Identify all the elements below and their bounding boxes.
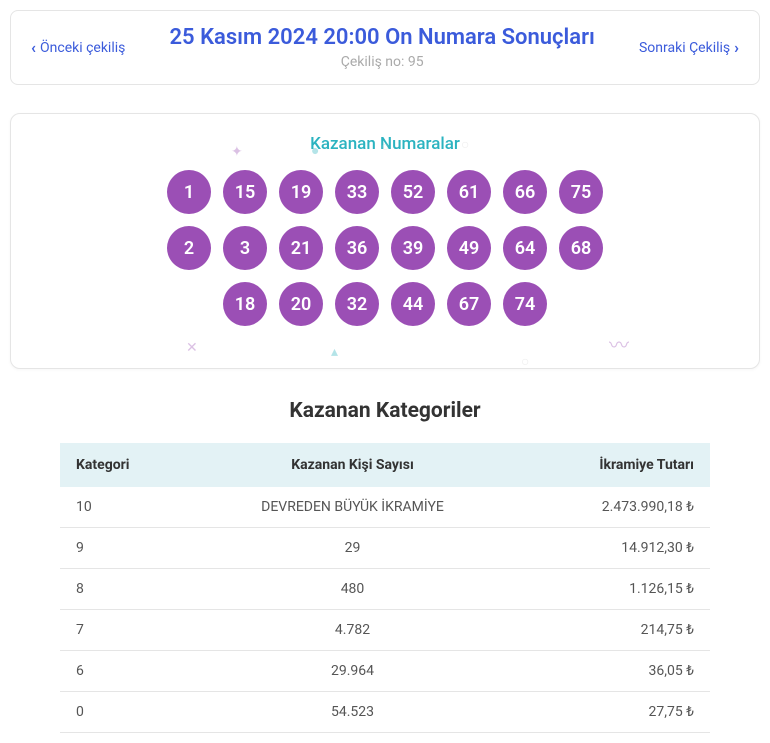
- cell-category: 8: [60, 569, 223, 610]
- chevron-left-icon: ‹: [31, 38, 36, 57]
- cell-winners: 54.523: [223, 692, 483, 733]
- confetti-icon: ○: [521, 353, 529, 369]
- cell-category: 9: [60, 528, 223, 569]
- lottery-ball: 33: [335, 170, 379, 214]
- cell-category: 7: [60, 610, 223, 651]
- table-header-row: Kategori Kazanan Kişi Sayısı İkramiye Tu…: [60, 443, 710, 487]
- cell-prize: 214,75 ₺: [483, 610, 711, 651]
- header-center: 25 Kasım 2024 20:00 On Numara Sonuçları …: [125, 25, 639, 70]
- categories-body: 10DEVREDEN BÜYÜK İKRAMİYE2.473.990,18 ₺9…: [60, 487, 710, 733]
- confetti-icon: ○: [461, 136, 469, 153]
- numbers-row: 1 15 19 33 52 61 66 75: [31, 170, 739, 214]
- cell-prize: 14.912,30 ₺: [483, 528, 711, 569]
- cell-winners: 4.782: [223, 610, 483, 651]
- categories-title: Kazanan Kategoriler: [10, 399, 760, 423]
- confetti-icon: ●: [311, 142, 319, 159]
- cell-category: 10: [60, 487, 223, 528]
- page-title: 25 Kasım 2024 20:00 On Numara Sonuçları: [125, 25, 639, 50]
- col-prize: İkramiye Tutarı: [483, 443, 711, 487]
- lottery-ball: 32: [335, 282, 379, 326]
- table-row: 629.96436,05 ₺: [60, 651, 710, 692]
- cell-category: 0: [60, 692, 223, 733]
- lottery-ball: 1: [167, 170, 211, 214]
- lottery-ball: 36: [335, 226, 379, 270]
- lottery-ball: 2: [167, 226, 211, 270]
- chevron-right-icon: ›: [734, 38, 739, 57]
- cell-winners: DEVREDEN BÜYÜK İKRAMİYE: [223, 487, 483, 528]
- confetti-icon: ✦: [231, 144, 243, 160]
- numbers-row: 18 20 32 44 67 74: [31, 282, 739, 326]
- confetti-icon: ○: [381, 138, 389, 155]
- draw-number: Çekiliş no: 95: [125, 54, 639, 70]
- table-row: 054.52327,75 ₺: [60, 692, 710, 733]
- table-row: 74.782214,75 ₺: [60, 610, 710, 651]
- cell-category: 6: [60, 651, 223, 692]
- balls-container: 1 15 19 33 52 61 66 75 23 21 36 39 49 64 68 18 20 32 44 67 7…: [31, 170, 739, 326]
- cell-winners: 29: [223, 528, 483, 569]
- categories-table: Kategori Kazanan Kişi Sayısı İkramiye Tu…: [60, 443, 710, 733]
- lottery-ball: 74: [503, 282, 547, 326]
- confetti-icon: 〰: [609, 329, 629, 358]
- prev-draw-label: Önceki çekiliş: [40, 40, 125, 56]
- cell-prize: 1.126,15 ₺: [483, 569, 711, 610]
- lottery-ball: 66: [503, 170, 547, 214]
- confetti-icon: ✕: [186, 340, 198, 356]
- next-draw-label: Sonraki Çekiliş: [639, 40, 730, 56]
- cell-winners: 29.964: [223, 651, 483, 692]
- prev-draw-link[interactable]: ‹ Önceki çekiliş: [31, 38, 125, 57]
- lottery-ball: 39: [391, 226, 435, 270]
- next-draw-link[interactable]: Sonraki Çekiliş ›: [639, 38, 739, 57]
- table-row: 84801.126,15 ₺: [60, 569, 710, 610]
- lottery-ball: 64: [503, 226, 547, 270]
- cell-prize: 36,05 ₺: [483, 651, 711, 692]
- table-row: 92914.912,30 ₺: [60, 528, 710, 569]
- lottery-ball: 15: [223, 170, 267, 214]
- lottery-ball: 3: [223, 226, 267, 270]
- cell-prize: 27,75 ₺: [483, 692, 711, 733]
- table-row: 10DEVREDEN BÜYÜK İKRAMİYE2.473.990,18 ₺: [60, 487, 710, 528]
- cell-prize: 2.473.990,18 ₺: [483, 487, 711, 528]
- lottery-ball: 67: [447, 282, 491, 326]
- col-winners: Kazanan Kişi Sayısı: [223, 443, 483, 487]
- lottery-ball: 20: [279, 282, 323, 326]
- lottery-ball: 44: [391, 282, 435, 326]
- numbers-row: 23 21 36 39 49 64 68: [31, 226, 739, 270]
- lottery-ball: 52: [391, 170, 435, 214]
- lottery-ball: 68: [559, 226, 603, 270]
- col-category: Kategori: [60, 443, 223, 487]
- winning-numbers-card: ✦ ● ○ ○ ✕ ▴ ○ 〰 Kazanan Numaralar 115193…: [10, 113, 760, 369]
- confetti-icon: ▴: [331, 344, 338, 360]
- lottery-ball: 49: [447, 226, 491, 270]
- lottery-ball: 21: [279, 226, 323, 270]
- lottery-ball: 19: [279, 170, 323, 214]
- header-card: ‹ Önceki çekiliş 25 Kasım 2024 20:00 On …: [10, 10, 760, 85]
- lottery-ball: 61: [447, 170, 491, 214]
- cell-winners: 480: [223, 569, 483, 610]
- categories-table-wrap: Kategori Kazanan Kişi Sayısı İkramiye Tu…: [10, 443, 760, 733]
- lottery-ball: 75: [559, 170, 603, 214]
- lottery-ball: 18: [223, 282, 267, 326]
